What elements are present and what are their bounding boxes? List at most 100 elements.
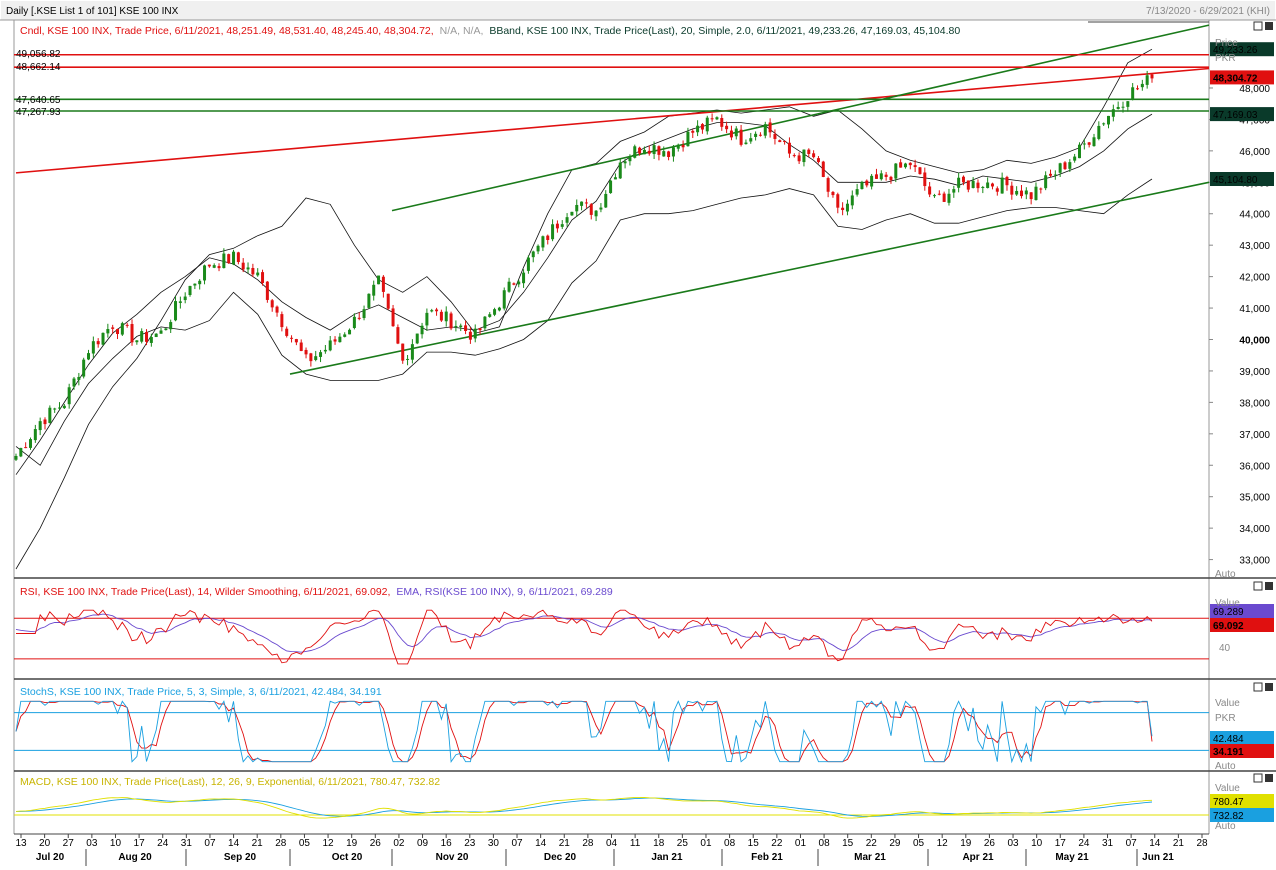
macd-close-icon[interactable] [1253,773,1273,783]
candle-body [1116,106,1120,109]
candle-body [96,341,100,345]
x-tick-label: 24 [157,838,169,849]
candle-body [241,262,245,270]
price-badge-4: 45,104.80 [1213,175,1258,186]
candle-body [1087,142,1091,145]
candle-body [198,280,202,285]
candle-body [899,162,903,168]
y-tick-label: 41,000 [1239,304,1270,315]
candle-body [106,329,110,334]
candle-body [845,203,849,212]
candle-body [729,130,733,138]
macd-panel[interactable] [14,796,1209,819]
x-tick-label: 01 [795,838,807,849]
y-tick-label: 33,000 [1239,556,1270,567]
x-tick-label: 28 [1196,838,1208,849]
candle-body [1058,163,1062,173]
candle-body [589,204,593,215]
bb-lower-line [15,178,1153,466]
candle-body [618,162,622,179]
price-badge-1: 49,233.26 [1213,45,1258,56]
candle-body [391,308,395,327]
candle-body [468,331,472,340]
candle-body [652,145,656,155]
price-badge-1-bg [1210,42,1274,57]
x-tick-label: 28 [582,838,594,849]
candle-body [947,193,951,203]
x-tick-label: 29 [889,838,901,849]
level-label-4: 47,267.93 [16,107,61,118]
y-tick-label: 48,000 [1239,84,1270,95]
rsi-header: RSI, KSE 100 INX, Trade Price(Last), 14,… [20,586,390,598]
candle-body [783,140,787,142]
x-tick-label: 11 [630,838,641,849]
candle-body [551,224,555,240]
candle-body [507,281,511,292]
candle-body [261,272,265,284]
x-tick-label: 16 [441,838,453,849]
x-tick-label: 10 [1031,838,1043,849]
x-tick-label: 01 [700,838,712,849]
candle-body [710,118,714,120]
stoch-badge-k-bg [1210,731,1274,745]
candle-body [454,325,458,328]
month-label: Apr 21 [962,852,994,863]
candle-body [24,447,28,449]
candle-body [778,140,782,143]
value-badges: 49,233.26 48,304.72 47,169.03 45,104.80 69.2… [1210,42,1274,822]
candle-body [662,151,666,157]
month-label: Jun 21 [1142,852,1174,863]
x-tick-label: 24 [1078,838,1090,849]
price-auto[interactable]: Auto [1215,569,1236,580]
candle-body [439,311,443,321]
candle-body [232,251,236,265]
candle-body [633,146,637,158]
candle-body [1005,176,1009,186]
macd-auto[interactable]: Auto [1215,821,1236,832]
x-tick-label: 26 [370,838,382,849]
month-label: Jan 21 [651,852,683,863]
candle-body [1131,87,1135,100]
candle-body [435,309,439,312]
x-tick-label: 02 [393,838,405,849]
candle-body [1073,156,1077,161]
candle-body [744,142,748,145]
stoch-auto[interactable]: Auto [1215,761,1236,772]
candle-body [367,293,371,308]
x-tick-label: 05 [299,838,311,849]
rsi-close-icon[interactable] [1253,581,1273,591]
price-panel[interactable]: 48,00047,00046,00045,00044,00043,00042,0… [14,21,1270,570]
candle-body [125,324,129,326]
candle-body [33,429,37,441]
candle-body [937,193,941,195]
candle-body [686,131,690,147]
candle-body [62,405,66,409]
candle-body [212,265,216,268]
stoch-close-icon[interactable] [1253,682,1273,692]
candle-body [101,332,105,345]
candle-body [749,138,753,142]
candle-body [850,195,854,206]
price-header-bband: BBand, KSE 100 INX, Trade Price(Last), 2… [489,25,960,37]
y-tick-label: 38,000 [1239,398,1270,409]
candle-body [87,353,91,360]
month-label: Sep 20 [224,852,257,863]
x-tick-label: 12 [937,838,949,849]
rsi-badge-ema-bg [1210,604,1274,618]
x-tick-label: 31 [1102,838,1114,849]
candle-body [1010,185,1014,195]
candle-body [149,336,153,343]
candle-body [227,254,231,264]
price-close-icon[interactable] [1253,21,1273,31]
x-tick-label: 03 [1007,838,1019,849]
x-tick-label: 13 [15,838,27,849]
x-tick-label: 15 [842,838,854,849]
y-tick-label: 35,000 [1239,493,1270,504]
stoch-panel[interactable] [14,700,1209,764]
x-tick-label: 14 [228,838,240,849]
x-tick-label: 21 [1173,838,1185,849]
candle-body [159,330,163,334]
rsi-panel[interactable] [14,609,1209,665]
candle-body [894,163,898,179]
